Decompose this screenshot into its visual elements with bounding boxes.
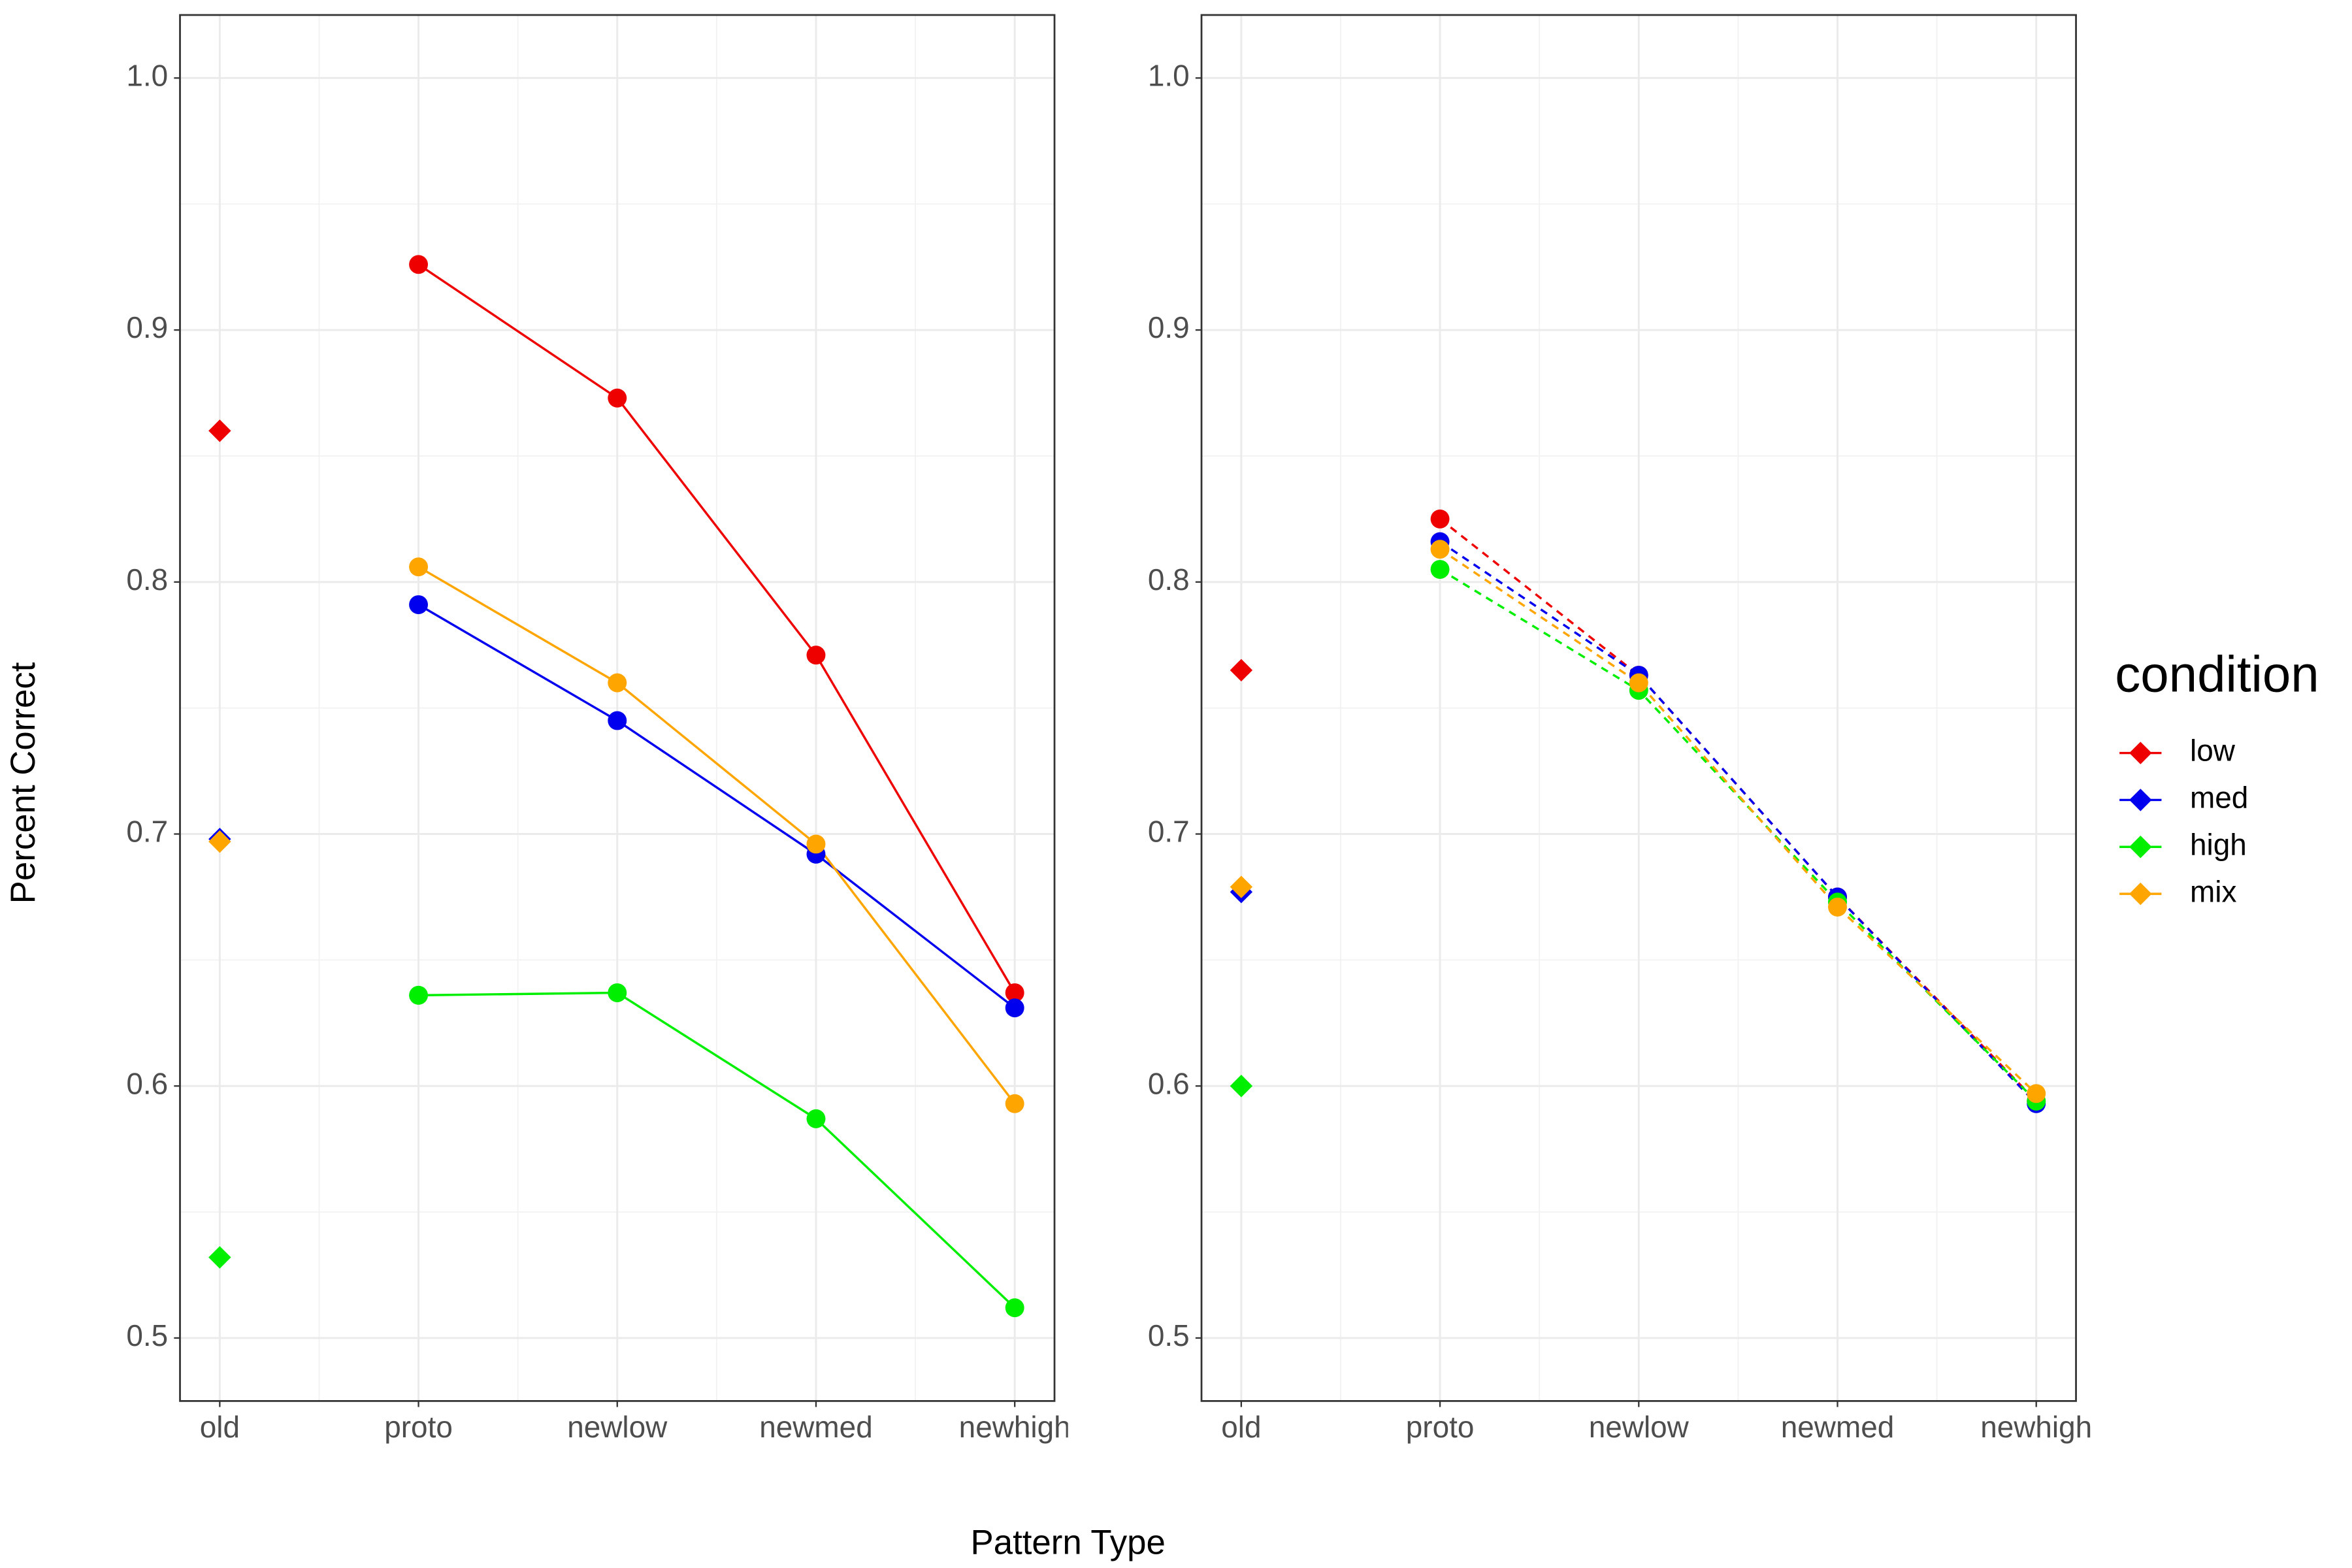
x-tick-label: proto	[1406, 1410, 1475, 1444]
x-tick-label: newlow	[1589, 1410, 1690, 1444]
point	[1005, 998, 1024, 1018]
diamond-point	[208, 1246, 231, 1269]
point	[409, 557, 429, 577]
series-line	[417, 566, 1016, 1105]
y-tick-label: 0.8	[126, 563, 168, 596]
y-tick-label: 0.5	[1148, 1318, 1190, 1352]
diamond-point	[208, 419, 231, 442]
panel-border	[1200, 14, 2077, 1402]
x-tick-label: newhigh	[1980, 1410, 2092, 1444]
legend-key-marker	[2129, 789, 2152, 811]
y-tick-label: 0.8	[1148, 563, 1190, 596]
point	[1005, 983, 1024, 1002]
y-tick-label: 0.7	[1148, 815, 1190, 849]
point	[608, 711, 627, 730]
x-axis-title: Pattern Type	[970, 1524, 1165, 1562]
y-tick-label: 0.6	[1148, 1066, 1190, 1100]
x-tick-label: newlow	[567, 1410, 668, 1444]
legend-label: mix	[2190, 874, 2236, 908]
series-line	[418, 991, 1016, 1309]
legend-key-marker	[2129, 742, 2152, 764]
y-tick-label: 0.9	[126, 310, 168, 344]
point	[1005, 1298, 1024, 1318]
series-line	[417, 604, 1016, 1009]
panel-border	[179, 14, 1056, 1402]
y-tick-label: 0.7	[126, 815, 168, 849]
series-line	[1439, 548, 2037, 1095]
diamond-point	[1230, 1075, 1253, 1098]
point	[409, 255, 429, 274]
x-tick-label: old	[1221, 1410, 1261, 1444]
legend-label: low	[2190, 734, 2236, 768]
point	[1430, 560, 1450, 579]
point	[409, 985, 429, 1005]
legend-title: condition	[2115, 645, 2319, 702]
point	[806, 645, 826, 665]
legend-label: high	[2190, 827, 2247, 861]
legend-key-marker	[2129, 836, 2152, 858]
series-line	[417, 263, 1016, 994]
y-tick-label: 1.0	[126, 59, 168, 93]
x-tick-label: newmed	[759, 1410, 873, 1444]
y-axis-title: Percent Correct	[4, 662, 42, 904]
point	[1828, 897, 1847, 917]
x-tick-label: proto	[384, 1410, 453, 1444]
point	[1629, 673, 1648, 693]
point	[2027, 1084, 2046, 1103]
x-tick-label: old	[200, 1410, 240, 1444]
point	[1430, 509, 1450, 529]
y-tick-label: 0.6	[126, 1066, 168, 1100]
y-tick-label: 0.5	[126, 1318, 168, 1352]
legend-label: med	[2190, 781, 2248, 815]
point	[806, 834, 826, 854]
panel: 0.5 0.6 0.7 0.8 0.9 1.0 old proto newlow newmed ne…	[1148, 14, 2092, 1444]
point	[1005, 1094, 1024, 1113]
point	[409, 595, 429, 614]
point	[806, 1109, 826, 1128]
point	[1430, 540, 1450, 559]
point	[608, 673, 627, 693]
x-tick-label: newhigh	[959, 1410, 1071, 1444]
panel: 0.5 0.6 0.7 0.8 0.9 1.0 old proto newlow newmed ne…	[126, 14, 1071, 1444]
diamond-point	[1230, 875, 1253, 898]
y-tick-label: 1.0	[1148, 59, 1190, 93]
x-tick-label: newmed	[1781, 1410, 1895, 1444]
legend-key-marker	[2129, 882, 2152, 906]
y-tick-label: 0.9	[1148, 310, 1190, 344]
diamond-point	[1230, 659, 1253, 682]
point	[608, 983, 627, 1002]
point	[608, 388, 627, 408]
